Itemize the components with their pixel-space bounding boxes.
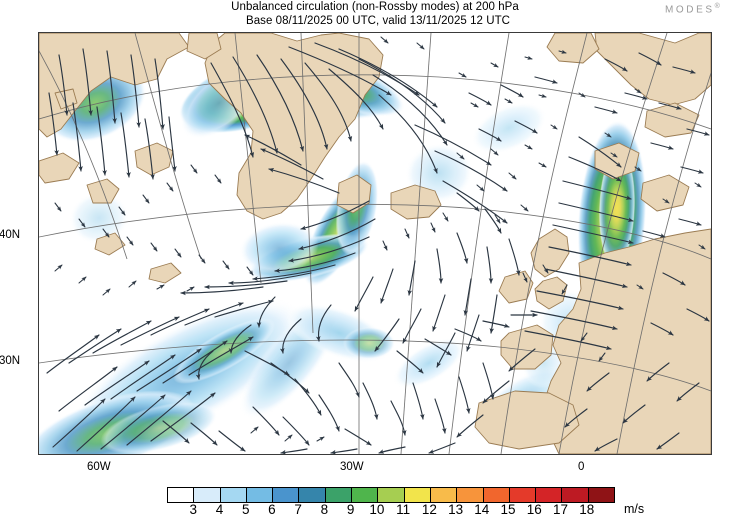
land-small-island-b bbox=[148, 262, 182, 284]
colorbar-segment-8 bbox=[378, 488, 405, 502]
colorbar-segment-11 bbox=[457, 488, 484, 502]
colorbar-segment-6 bbox=[325, 488, 353, 502]
chart-subtitle: Base 08/11/2025 00 UTC, valid 13/11/2025… bbox=[245, 14, 511, 27]
logo-registered-mark: ® bbox=[714, 3, 720, 10]
y-tick-label-40n: 40N bbox=[0, 229, 21, 241]
meridian-60w bbox=[300, 33, 314, 334]
wind-arrow-field bbox=[46, 42, 710, 454]
colorbar-segment-16 bbox=[588, 488, 615, 502]
colorbar-tick-18: 18 bbox=[579, 502, 595, 517]
wind-arrow-stubs bbox=[54, 36, 706, 442]
land-island-c bbox=[54, 88, 78, 110]
land-iceland bbox=[390, 184, 442, 220]
colorbar-tick-3: 3 bbox=[189, 502, 197, 517]
meridian-25w bbox=[400, 33, 432, 454]
colorbar-tick-12: 12 bbox=[421, 502, 437, 517]
x-tick-label-60w: 60W bbox=[87, 461, 111, 473]
colorbar-tick-11: 11 bbox=[396, 502, 411, 517]
land-baffin bbox=[186, 33, 222, 60]
meridian-0 bbox=[558, 33, 668, 454]
colorbar-segment-9 bbox=[404, 488, 431, 502]
colorbar-tick-6: 6 bbox=[268, 502, 276, 517]
land-quebec-coast bbox=[39, 152, 80, 184]
land-scandinavia bbox=[594, 33, 711, 106]
parallel-50n bbox=[39, 74, 711, 130]
colorbar-segment-14 bbox=[536, 488, 563, 502]
colorbar-tick-13: 13 bbox=[448, 502, 464, 517]
meridian-75w bbox=[39, 50, 128, 260]
land-baltic bbox=[640, 174, 690, 212]
colorbar-tick-17: 17 bbox=[553, 502, 569, 517]
logo-text: MODES bbox=[665, 4, 715, 16]
land-iberia bbox=[500, 324, 554, 370]
land-great-britain bbox=[530, 228, 570, 278]
land-finland-lakes bbox=[644, 102, 700, 138]
y-tick-label-30n: 30N bbox=[0, 355, 21, 367]
colorbar-segment-12 bbox=[483, 488, 510, 502]
colorbar-tick-9: 9 bbox=[346, 502, 355, 517]
parallel-40n bbox=[39, 203, 711, 260]
x-tick-label-30w: 30W bbox=[340, 461, 364, 473]
graticule bbox=[39, 33, 711, 454]
modes-logo: MODES® bbox=[665, 3, 720, 15]
colorbar-segment-15 bbox=[562, 488, 589, 502]
land-small-island-a bbox=[94, 232, 126, 256]
colorbar-tick-16: 16 bbox=[526, 502, 542, 517]
x-tick-label-0: 0 bbox=[578, 461, 585, 473]
colorbar-segment-4 bbox=[273, 488, 300, 502]
colorbar-tick-7: 7 bbox=[294, 502, 302, 517]
land-nw-africa bbox=[474, 390, 580, 450]
chart-title-block: Unbalanced circulation (non-Rossby modes… bbox=[0, 1, 750, 28]
map-panel[interactable] bbox=[38, 32, 712, 455]
meridian-70w bbox=[134, 33, 202, 260]
colorbar-segment-3 bbox=[246, 488, 274, 502]
colorbar-swatches bbox=[167, 487, 615, 503]
land-newfoundland bbox=[134, 142, 174, 176]
colorbar-tick-labels: 3 4 5 6 7 8 9 10 11 12 13 14 15 16 17 18 bbox=[167, 502, 613, 522]
colorbar-segment-1 bbox=[194, 488, 221, 502]
land-england bbox=[534, 276, 568, 310]
land-denmark bbox=[594, 142, 640, 180]
colorbar-tick-10: 10 bbox=[369, 502, 385, 517]
colorbar-tick-5: 5 bbox=[241, 502, 250, 517]
colorbar-segment-0 bbox=[168, 488, 195, 502]
colorbar[interactable]: 3 4 5 6 7 8 9 10 11 12 13 14 15 16 17 18 bbox=[167, 487, 615, 517]
colorbar-tick-14: 14 bbox=[474, 502, 490, 517]
colorbar-segment-13 bbox=[509, 488, 537, 502]
land-norway-north bbox=[546, 33, 600, 64]
colorbar-tick-4: 4 bbox=[215, 502, 224, 517]
colorbar-segment-5 bbox=[299, 488, 326, 502]
map-canvas bbox=[39, 33, 711, 454]
meridian-5w bbox=[500, 33, 588, 454]
colorbar-tick-15: 15 bbox=[500, 502, 516, 517]
colorbar-segment-10 bbox=[430, 488, 458, 502]
colorbar-segment-7 bbox=[352, 488, 379, 502]
colorbar-segment-2 bbox=[220, 488, 247, 502]
colorbar-tick-8: 8 bbox=[320, 502, 329, 517]
page-title: Unbalanced circulation (non-Rossby modes… bbox=[231, 1, 519, 13]
colorbar-units-label: m/s bbox=[624, 502, 645, 516]
